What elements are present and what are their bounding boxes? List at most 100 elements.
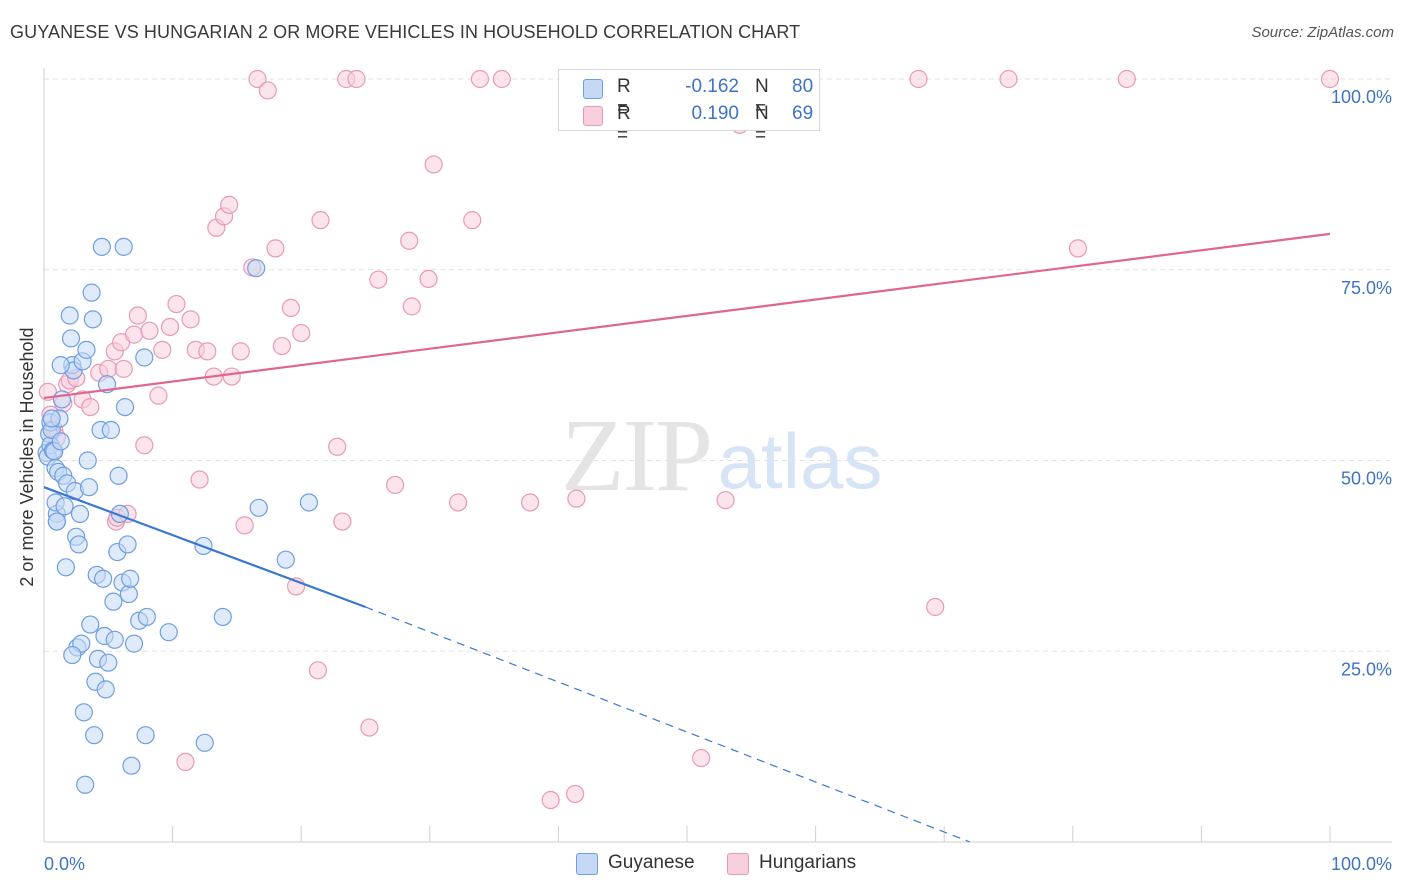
series-guyanese	[37, 237, 319, 794]
series-legend: Guyanese Hungarians	[0, 852, 1406, 878]
hungarians-point	[360, 718, 379, 737]
x-tick-label: 0.0%	[44, 854, 85, 874]
hungarians-point	[402, 297, 421, 316]
hungarians-point	[1320, 69, 1340, 89]
y-tick-label: 25.0%	[1341, 659, 1392, 679]
legend-swatch-hungarians	[727, 853, 749, 875]
guyanese-point	[83, 310, 102, 329]
guyanese-point	[63, 645, 82, 665]
hungarians-point	[541, 790, 560, 810]
hungarians-point	[419, 269, 438, 289]
guyanese-point	[247, 259, 266, 278]
hungarians-point	[231, 342, 250, 361]
watermark-zip: ZIP	[561, 398, 711, 513]
guyanese-point	[105, 630, 124, 649]
tick-labels: 25.0% 50.0% 75.0% 100.0% 0.0% 100.0%	[44, 87, 1392, 874]
guyanese-point	[47, 512, 66, 531]
guyanese-point	[195, 733, 214, 752]
watermark-atlas: atlas	[718, 417, 883, 505]
hungarians-point	[400, 231, 419, 250]
guyanese-point	[74, 703, 93, 722]
hungarians-point	[81, 397, 100, 417]
source-label: Source: ZipAtlas.com	[1251, 24, 1394, 41]
hungarians-point	[692, 748, 711, 768]
hungarians-point	[308, 661, 328, 680]
guyanese-point	[56, 558, 75, 577]
legend-swatch-hungarians	[583, 106, 603, 126]
guyanese-point	[77, 340, 96, 359]
guyanese-point	[60, 306, 79, 325]
guyanese-point	[96, 680, 115, 699]
hungarians-point	[463, 211, 482, 230]
legend-r-value: -0.162	[685, 76, 739, 97]
hungarians-point	[99, 359, 118, 379]
guyanese-point	[109, 466, 128, 485]
hungarians-point	[328, 437, 347, 456]
hungarians-point	[190, 470, 209, 489]
hungarians-point	[566, 784, 585, 804]
legend-n-label: N =	[755, 76, 769, 119]
hungarians-point	[292, 323, 311, 343]
guyanese-point	[159, 623, 178, 642]
hungarians-point	[181, 310, 200, 329]
guyanese-point	[94, 569, 113, 588]
guyanese-point	[81, 615, 100, 634]
legend-n-label: N =	[755, 103, 769, 146]
hungarians-point	[567, 489, 586, 508]
hungarians-point	[153, 340, 172, 359]
legend-r-label: R =	[617, 103, 631, 146]
guyanese-point	[137, 607, 156, 627]
guyanese-point	[51, 356, 70, 375]
hungarians-point	[140, 321, 159, 340]
guyanese-point	[76, 775, 95, 794]
hungarians-point	[281, 298, 301, 317]
hungarians-point	[198, 342, 217, 361]
hungarians-point	[347, 69, 366, 89]
guyanese-trend-extension	[365, 606, 971, 843]
guyanese-point	[51, 432, 70, 451]
hungarians-point	[716, 491, 735, 510]
hungarians-point	[167, 294, 186, 314]
guyanese-point	[121, 569, 140, 588]
hungarians-point	[385, 475, 405, 495]
hungarians-point	[311, 211, 330, 230]
hungarians-point	[258, 81, 277, 100]
hungarians-point	[470, 69, 490, 89]
hungarians-point	[220, 195, 239, 214]
hungarians-point	[333, 512, 352, 531]
chart-title: GUYANESE VS HUNGARIAN 2 OR MORE VEHICLES…	[10, 22, 801, 42]
guyanese-point	[101, 420, 120, 440]
hungarians-point	[448, 493, 468, 512]
hungarians-point	[1068, 239, 1088, 258]
guyanese-point	[55, 497, 74, 516]
hungarians-point	[999, 69, 1018, 89]
guyanese-point	[104, 592, 123, 611]
hungarians-point	[128, 306, 147, 325]
hungarians-point	[135, 436, 154, 455]
guyanese-point	[135, 348, 154, 367]
hungarians-point	[160, 317, 180, 337]
hungarians-point	[272, 336, 292, 356]
y-tick-label: 50.0%	[1341, 469, 1392, 489]
guyanese-point	[249, 498, 268, 517]
guyanese-point	[114, 237, 133, 256]
guyanese-point	[82, 283, 101, 302]
hungarians-point	[248, 69, 267, 89]
hungarians-point	[266, 239, 285, 258]
guyanese-point	[119, 584, 138, 604]
watermark: ZIP atlas	[561, 398, 882, 513]
stats-legend: R = -0.162 N = 80 R = 0.190 N = 69	[558, 69, 820, 146]
x-tick-label: 100.0%	[1331, 854, 1392, 874]
hungarians-point	[222, 367, 241, 386]
hungarians-point	[369, 270, 388, 289]
guyanese-point	[78, 451, 97, 470]
guyanese-point	[118, 535, 137, 554]
legend-label-guyanese: Guyanese	[608, 852, 695, 873]
legend-r-label: R =	[617, 76, 631, 119]
guyanese-point	[79, 478, 99, 497]
legend-n-value: 69	[792, 103, 814, 124]
legend-swatch-guyanese	[576, 853, 598, 875]
guyanese-point	[299, 493, 319, 512]
legend-n-value: 80	[792, 76, 814, 97]
